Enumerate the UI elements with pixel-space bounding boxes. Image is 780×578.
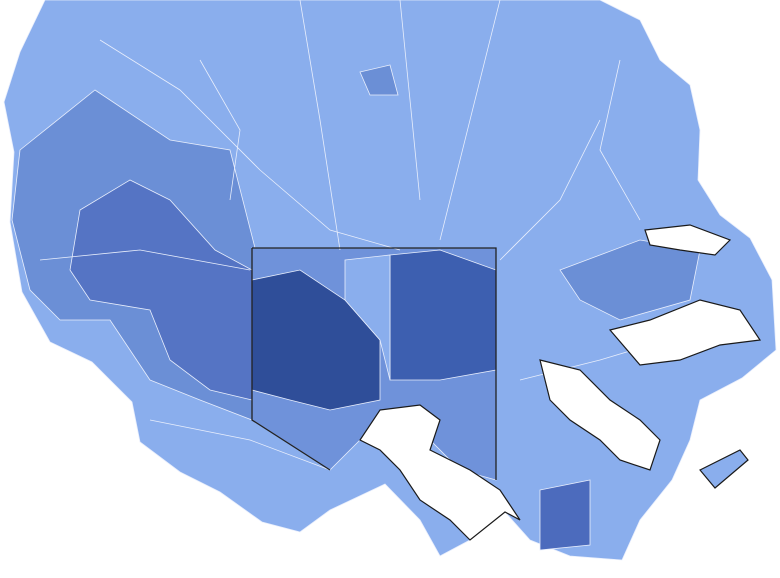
bay-river	[539, 359, 661, 471]
city-east-dark	[389, 249, 497, 381]
region-east	[559, 239, 701, 321]
region-north-patch	[359, 64, 399, 96]
river-north	[644, 224, 732, 256]
river-east	[608, 299, 762, 366]
region-southeast	[539, 479, 591, 551]
city-west-dark	[251, 269, 381, 411]
harbor	[359, 404, 521, 541]
city-center-light	[344, 254, 391, 381]
island	[699, 449, 749, 489]
tract-lines	[39, 0, 701, 471]
city-boundary	[251, 247, 497, 480]
region-dark	[69, 179, 253, 401]
